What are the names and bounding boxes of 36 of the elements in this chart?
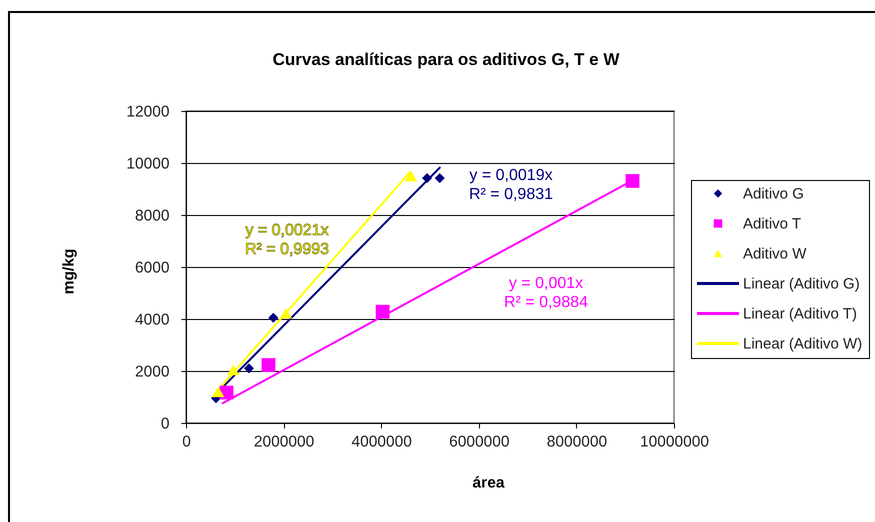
- legend-label: Aditivo G: [743, 186, 804, 202]
- point: [376, 304, 390, 319]
- point: [262, 358, 276, 372]
- y-tick-label: 2000: [135, 364, 170, 380]
- legend-label: Aditivo T: [743, 216, 802, 232]
- x-tick-label: 0: [182, 434, 192, 450]
- y-tick-label: 4000: [135, 312, 170, 328]
- point: [280, 308, 292, 319]
- x-tick-label: 6000000: [449, 434, 510, 450]
- annotation: y = 0,0019x R² = 0,9831: [468, 167, 554, 203]
- y-tick-label: 0: [160, 416, 170, 432]
- point: [434, 173, 445, 184]
- y-tick-label: 12000: [126, 104, 170, 120]
- y-tick-label: 6000: [135, 260, 170, 276]
- point: [268, 312, 278, 323]
- x-tick-label: 8000000: [546, 434, 608, 450]
- annotation: y = 0,001x R² = 0,9884: [504, 275, 588, 311]
- legend-label: Aditivo W: [743, 246, 808, 262]
- y-axis-title: mg/kg: [60, 248, 78, 294]
- x-tick-label: 4000000: [352, 434, 412, 450]
- x-axis-title: área: [472, 474, 505, 492]
- point: [227, 364, 240, 376]
- chart-title: Curvas analíticas para os aditivos G, T e W: [272, 50, 620, 69]
- y-tick-label: 8000: [135, 208, 170, 224]
- x-tick-label: 2000000: [254, 434, 315, 450]
- legend-label: Linear (Aditivo W): [743, 336, 862, 352]
- annotation: y = 0,0021x R² = 0,9993: [244, 222, 330, 258]
- y-tick-label: 10000: [126, 156, 170, 172]
- point: [404, 170, 418, 182]
- legend-label: Linear (Aditivo G): [743, 276, 860, 292]
- point: [626, 174, 640, 188]
- point: [244, 363, 254, 374]
- point: [422, 173, 432, 184]
- x-tick-label: 10000000: [640, 434, 710, 450]
- legend-label: Linear (Aditivo T): [743, 306, 857, 322]
- point: [212, 386, 224, 398]
